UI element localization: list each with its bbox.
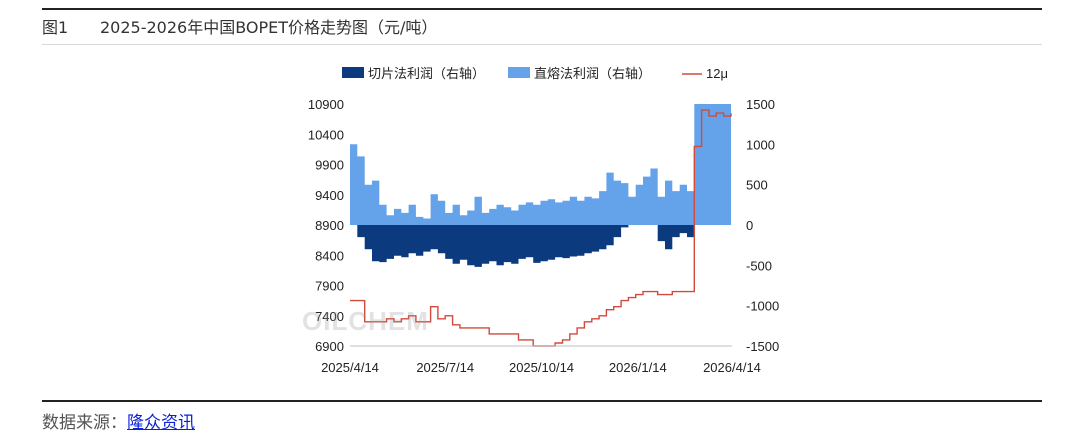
source-line: 数据来源：隆众资讯 bbox=[42, 410, 195, 436]
y-left-tick-label: 8400 bbox=[315, 248, 344, 263]
series-melt-profit-area bbox=[350, 104, 731, 225]
y-left-tick-label: 9400 bbox=[315, 188, 344, 203]
figure-title: 2025-2026年中国BOPET价格走势图（元/吨） bbox=[100, 18, 438, 37]
y-left-tick-label: 8900 bbox=[315, 218, 344, 233]
y-right-tick-label: 1500 bbox=[746, 97, 775, 112]
x-tick-label: 2026/1/14 bbox=[609, 360, 667, 375]
y-right-tick-label: -1500 bbox=[746, 339, 779, 354]
price-profit-chart: 10900 10400 9900 9400 8900 8400 7900 7400 6900 15… bbox=[308, 66, 779, 375]
y-right-tick-label: -500 bbox=[746, 258, 772, 273]
y-left-tick-label: 9900 bbox=[315, 158, 344, 173]
figure-number: 图1 bbox=[42, 18, 69, 37]
legend-label-12u: 12μ bbox=[706, 66, 728, 81]
caption-rule bbox=[42, 44, 1042, 45]
x-tick-label: 2025/4/14 bbox=[321, 360, 379, 375]
legend-label-cut-profit: 切片法利润（右轴） bbox=[368, 66, 485, 81]
watermark: OILCHEM bbox=[302, 306, 429, 336]
chart-panel: 10900 10400 9900 9400 8900 8400 7900 7400 6900 15… bbox=[292, 48, 792, 378]
y-left-tick-label: 7900 bbox=[315, 279, 344, 294]
x-tick-label: 2026/4/14 bbox=[703, 360, 761, 375]
legend-swatch-melt-profit bbox=[508, 67, 530, 78]
source-link[interactable]: 隆众资讯 bbox=[127, 413, 195, 433]
legend-swatch-cut-profit bbox=[342, 67, 364, 78]
y-left-tick-label: 6900 bbox=[315, 339, 344, 354]
y-right-tick-label: -1000 bbox=[746, 299, 779, 314]
y-right-tick-label: 0 bbox=[746, 218, 753, 233]
x-tick-label: 2025/10/14 bbox=[509, 360, 574, 375]
series-cut-profit-area bbox=[350, 225, 695, 267]
y-left-tick-label: 10900 bbox=[308, 97, 344, 112]
y-left-tick-label: 7400 bbox=[315, 309, 344, 324]
source-label: 数据来源： bbox=[42, 413, 127, 433]
bottom-rule bbox=[42, 400, 1042, 402]
y-right-tick-label: 1000 bbox=[746, 137, 775, 152]
y-left-tick-label: 10400 bbox=[308, 127, 344, 142]
figure-caption: 图1 2025-2026年中国BOPET价格走势图（元/吨） bbox=[42, 15, 1042, 41]
y-right-tick-label: 500 bbox=[746, 178, 768, 193]
series-12u-price-line bbox=[350, 109, 732, 347]
legend-label-melt-profit: 直熔法利润（右轴） bbox=[534, 66, 651, 81]
top-rule bbox=[42, 8, 1042, 10]
x-tick-label: 2025/7/14 bbox=[416, 360, 474, 375]
